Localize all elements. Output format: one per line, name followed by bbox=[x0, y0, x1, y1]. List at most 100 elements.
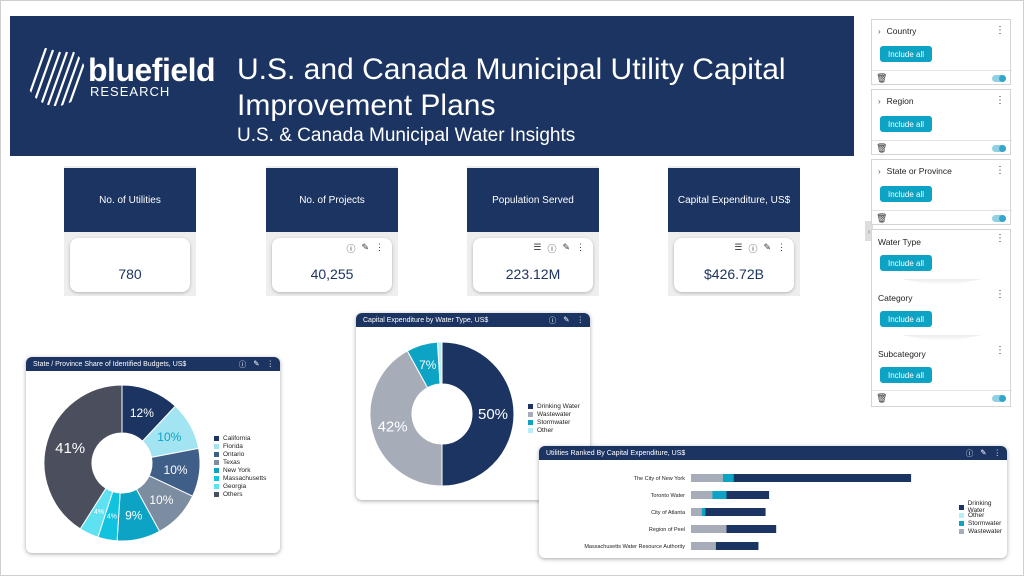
more-icon[interactable]: ⋮ bbox=[995, 95, 1005, 106]
legend-item[interactable]: Wastewater bbox=[528, 410, 580, 418]
donut-slice[interactable] bbox=[369, 350, 443, 487]
bar-segment[interactable] bbox=[715, 542, 759, 550]
bar-segment[interactable] bbox=[701, 508, 706, 516]
legend-item[interactable]: Others bbox=[214, 490, 266, 498]
info-icon[interactable]: ⓘ bbox=[547, 244, 557, 254]
filter-toggle[interactable] bbox=[992, 145, 1006, 152]
legend-label: Drinking Water bbox=[537, 402, 580, 410]
filter-toggle[interactable] bbox=[992, 395, 1006, 402]
chevron-right-icon[interactable]: › bbox=[878, 26, 881, 36]
slice-label: 7% bbox=[419, 358, 437, 372]
more-icon[interactable]: ⋮ bbox=[995, 25, 1005, 36]
filter-toggle[interactable] bbox=[992, 75, 1006, 82]
legend-item[interactable]: Texas bbox=[214, 458, 266, 466]
trash-icon[interactable]: 🗑 bbox=[876, 73, 888, 83]
legend-item[interactable]: Ontario bbox=[214, 450, 266, 458]
legend-item[interactable]: Drinking Water bbox=[959, 500, 1007, 514]
kpi-card[interactable]: ☰ ⓘ ✎ ⋮ $426.72B bbox=[674, 238, 794, 292]
kpi-label: Capital Expenditure, US$ bbox=[668, 168, 800, 232]
pencil-icon[interactable]: ✎ bbox=[253, 359, 260, 368]
info-icon[interactable]: ⓘ bbox=[238, 360, 247, 369]
legend-item[interactable]: California bbox=[214, 434, 266, 442]
state-share-donut-chart[interactable]: 12%10%10%10%9%4%4%41% bbox=[36, 373, 216, 551]
kpi-card[interactable]: ☰ ⓘ ✎ ⋮ 223.12M bbox=[473, 238, 593, 292]
info-icon[interactable]: ⓘ bbox=[548, 316, 557, 325]
include-all-button[interactable]: Include all bbox=[880, 116, 932, 132]
layers-icon[interactable]: ☰ bbox=[533, 242, 542, 252]
kpi-projects: No. of Projects ⓘ ✎ ⋮ 40,255 bbox=[266, 166, 398, 296]
info-icon[interactable]: ⓘ bbox=[748, 244, 758, 254]
include-all-button[interactable]: Include all bbox=[880, 46, 932, 62]
legend-item[interactable]: Georgia bbox=[214, 482, 266, 490]
legend-label: Stormwater bbox=[968, 519, 1002, 527]
info-icon[interactable]: ⓘ bbox=[965, 449, 974, 458]
divider bbox=[902, 335, 982, 341]
legend-swatch bbox=[214, 483, 219, 489]
more-icon[interactable]: ⋮ bbox=[995, 289, 1005, 300]
pencil-icon[interactable]: ✎ bbox=[980, 448, 987, 457]
donut-slice[interactable] bbox=[436, 341, 443, 385]
pencil-icon[interactable]: ✎ bbox=[361, 242, 369, 252]
trash-icon[interactable]: 🗑 bbox=[876, 393, 888, 403]
more-icon[interactable]: ⋮ bbox=[576, 242, 585, 252]
more-icon[interactable]: ⋮ bbox=[995, 165, 1005, 176]
legend-item[interactable]: New York bbox=[214, 466, 266, 474]
filter-panel-collapse-handle[interactable]: › bbox=[865, 221, 873, 241]
ranked-utilities-bar-chart[interactable]: The City of New York Toronto Water City of… bbox=[539, 460, 1007, 558]
legend-item[interactable]: Other bbox=[959, 511, 1007, 519]
legend-label: New York bbox=[223, 466, 251, 474]
legend-item[interactable]: Stormwater bbox=[528, 418, 580, 426]
more-icon[interactable]: ⋮ bbox=[995, 345, 1005, 356]
slice-label: 42% bbox=[378, 419, 408, 436]
bar-segment[interactable] bbox=[691, 491, 713, 499]
layers-icon[interactable]: ☰ bbox=[734, 242, 743, 252]
filter-toggle[interactable] bbox=[992, 215, 1006, 222]
chevron-right-icon[interactable]: › bbox=[878, 166, 881, 176]
pencil-icon[interactable]: ✎ bbox=[563, 315, 570, 324]
legend-item[interactable]: Stormwater bbox=[959, 519, 1007, 527]
donut-slice[interactable] bbox=[441, 341, 515, 487]
include-all-button[interactable]: Include all bbox=[880, 186, 932, 202]
bar-segment[interactable] bbox=[726, 491, 770, 499]
trash-icon[interactable]: 🗑 bbox=[876, 143, 888, 153]
kpi-card[interactable]: ⓘ ✎ ⋮ 40,255 bbox=[272, 238, 392, 292]
bar-segment[interactable] bbox=[691, 542, 716, 550]
bar-segment[interactable] bbox=[722, 474, 734, 482]
kpi-card[interactable]: 780 bbox=[70, 238, 190, 292]
chevron-right-icon[interactable]: › bbox=[878, 96, 881, 106]
more-icon[interactable]: ⋮ bbox=[375, 242, 384, 252]
donut-slice[interactable] bbox=[43, 384, 123, 530]
legend-swatch bbox=[214, 475, 219, 481]
more-icon[interactable]: ⋮ bbox=[576, 315, 585, 324]
info-icon[interactable]: ⓘ bbox=[346, 244, 356, 254]
more-icon[interactable]: ⋮ bbox=[993, 448, 1002, 457]
include-all-button[interactable]: Include all bbox=[880, 311, 932, 327]
trash-icon[interactable]: 🗑 bbox=[876, 213, 888, 223]
pencil-icon[interactable]: ✎ bbox=[562, 242, 570, 252]
water-type-donut-chart[interactable]: 50% 42% 7% bbox=[364, 329, 524, 499]
bar-segment[interactable] bbox=[733, 474, 912, 482]
bar-segment[interactable] bbox=[705, 508, 766, 516]
bar-category-label: The City of New York bbox=[634, 476, 686, 482]
legend-item[interactable]: Florida bbox=[214, 442, 266, 450]
more-icon[interactable]: ⋮ bbox=[995, 233, 1005, 244]
include-all-button[interactable]: Include all bbox=[880, 367, 932, 383]
pencil-icon[interactable]: ✎ bbox=[763, 242, 771, 252]
bar-segment[interactable] bbox=[691, 525, 727, 533]
filter-water-type-group: Water Type ⋮ Include all Category ⋮ Incl… bbox=[871, 229, 1012, 407]
include-all-button[interactable]: Include all bbox=[880, 255, 932, 271]
legend-swatch bbox=[214, 467, 219, 473]
more-icon[interactable]: ⋮ bbox=[266, 359, 275, 368]
legend-label: Massachusetts bbox=[223, 474, 267, 482]
legend-item[interactable]: Drinking Water bbox=[528, 402, 580, 410]
bar-segment[interactable] bbox=[726, 525, 777, 533]
bar-segment[interactable] bbox=[691, 474, 723, 482]
page-title: U.S. and Canada Municipal Utility Capita… bbox=[237, 53, 786, 122]
bar-segment[interactable] bbox=[712, 491, 727, 499]
legend-item[interactable]: Wastewater bbox=[959, 527, 1007, 535]
legend-swatch bbox=[214, 451, 219, 457]
more-icon[interactable]: ⋮ bbox=[777, 242, 786, 252]
legend-item[interactable]: Massachusetts bbox=[214, 474, 266, 482]
legend-item[interactable]: Other bbox=[528, 426, 580, 434]
bar-segment[interactable] bbox=[691, 508, 702, 516]
